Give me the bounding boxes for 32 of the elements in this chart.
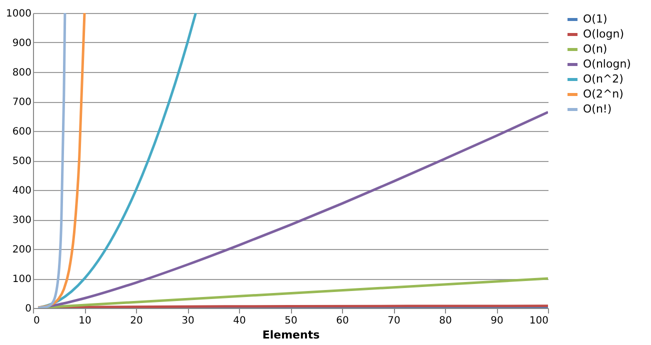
legend-label: O(logn) (583, 28, 624, 40)
x-tick-label: 60 (336, 316, 349, 326)
y-tick-label: 800 (12, 68, 32, 78)
x-tick-label: 70 (388, 316, 400, 326)
x-tick-label: 0 (34, 316, 40, 326)
y-tick-label: 500 (12, 156, 32, 167)
y-tick-label: 400 (12, 186, 32, 196)
x-tick-label: 80 (439, 316, 452, 326)
x-tick-label: 30 (182, 316, 194, 326)
x-tick-label: 40 (233, 316, 246, 326)
x-tick-label: 90 (490, 316, 504, 326)
y-tick-label: 1000 (6, 8, 32, 20)
legend-label: O(n!) (583, 102, 612, 116)
x-tick-label: 100 (529, 316, 548, 326)
x-tick-label: 50 (284, 316, 298, 326)
y-tick-label: 600 (12, 126, 32, 138)
line-series (36, 13, 66, 308)
y-tick-label: 900 (12, 38, 32, 49)
legend-label: O(n^2) (583, 72, 624, 86)
legend-label: O(2^n) (583, 88, 624, 100)
y-tick-label: 100 (12, 274, 32, 285)
y-tick-label: 200 (12, 244, 32, 256)
x-tick-label: 10 (78, 316, 92, 326)
y-tick-label: 300 (12, 215, 32, 226)
y-tick-label: 700 (12, 97, 32, 108)
legend-label: O(1) (583, 12, 608, 26)
y-tick-label: 0 (25, 304, 32, 314)
x-axis-title: Elements (262, 328, 320, 342)
legend-label: O(nlogn) (583, 58, 631, 70)
x-tick-label: 20 (130, 316, 143, 326)
legend-label: O(n) (583, 42, 608, 56)
line-series (36, 13, 86, 308)
